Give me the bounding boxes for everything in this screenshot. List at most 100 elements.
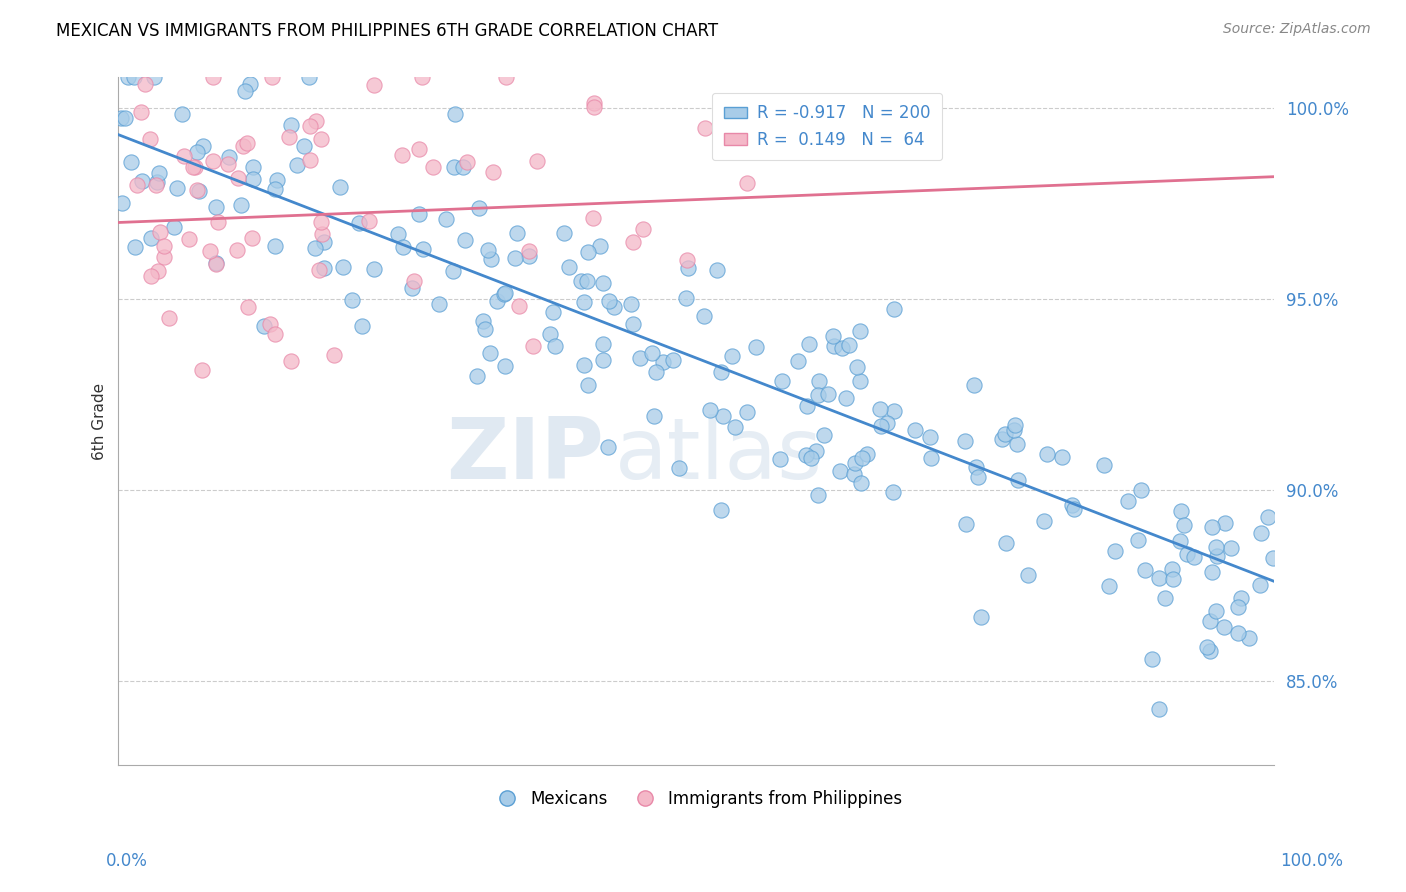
Point (806, 388, 828, 402)
Point (184, 160, 207, 174)
Point (582, 100, 605, 114)
Point (1060, 498, 1083, 512)
Point (363, 78, 385, 92)
Point (166, 181, 188, 195)
Point (134, 77, 156, 91)
Point (242, 160, 264, 174)
Text: ZIP: ZIP (446, 414, 603, 497)
Point (1092, 458, 1115, 472)
Point (693, 309, 716, 323)
Point (1219, 541, 1241, 556)
Point (401, 281, 423, 295)
Point (263, 326, 285, 341)
Point (1170, 504, 1192, 518)
Point (575, 274, 598, 288)
Point (451, 160, 474, 174)
Point (645, 365, 668, 379)
Point (1201, 565, 1223, 579)
Point (217, 156, 239, 170)
Point (482, 165, 505, 179)
Point (266, 173, 288, 187)
Point (505, 226, 527, 240)
Point (305, 113, 328, 128)
Point (543, 339, 565, 353)
Point (117, 70, 139, 85)
Point (191, 363, 214, 377)
Point (823, 339, 845, 353)
Point (882, 484, 904, 499)
Point (558, 260, 581, 274)
Point (148, 166, 170, 180)
Point (264, 182, 287, 196)
Point (479, 252, 502, 267)
Point (724, 419, 747, 434)
Point (1005, 437, 1028, 451)
Point (1175, 547, 1198, 561)
Point (851, 476, 873, 491)
Point (807, 488, 830, 502)
Point (122, 70, 145, 85)
Point (675, 291, 697, 305)
Point (228, 171, 250, 186)
Point (735, 405, 758, 419)
Point (541, 305, 564, 319)
Point (280, 118, 302, 132)
Point (962, 377, 984, 392)
Point (620, 297, 643, 311)
Point (1205, 604, 1227, 618)
Point (312, 260, 335, 275)
Point (1160, 562, 1182, 576)
Point (240, 231, 263, 245)
Point (1002, 423, 1025, 437)
Point (188, 185, 211, 199)
Point (363, 261, 385, 276)
Point (631, 222, 654, 236)
Text: 0.0%: 0.0% (105, 852, 148, 870)
Point (392, 240, 415, 254)
Point (869, 402, 891, 417)
Point (652, 355, 675, 369)
Point (444, 107, 467, 121)
Point (835, 391, 858, 405)
Point (710, 365, 733, 379)
Point (329, 180, 352, 194)
Point (143, 70, 166, 85)
Point (163, 220, 186, 235)
Point (553, 226, 575, 240)
Point (145, 178, 167, 192)
Point (1249, 578, 1271, 592)
Point (592, 337, 614, 351)
Point (131, 105, 153, 120)
Point (157, 311, 180, 326)
Point (349, 216, 371, 230)
Point (262, 70, 284, 85)
Point (207, 215, 229, 229)
Point (298, 119, 321, 133)
Point (350, 318, 373, 333)
Point (1250, 525, 1272, 540)
Point (205, 256, 228, 270)
Point (1128, 533, 1150, 547)
Point (280, 354, 302, 368)
Point (263, 238, 285, 252)
Point (538, 326, 561, 341)
Point (693, 120, 716, 135)
Point (474, 322, 496, 336)
Point (494, 359, 516, 373)
Point (1168, 534, 1191, 549)
Point (111, 195, 134, 210)
Point (233, 84, 256, 98)
Point (408, 207, 430, 221)
Point (1205, 540, 1227, 554)
Point (239, 77, 262, 91)
Point (1116, 494, 1139, 508)
Point (848, 375, 870, 389)
Point (436, 212, 458, 227)
Point (1017, 568, 1039, 582)
Point (1173, 517, 1195, 532)
Point (869, 419, 891, 434)
Point (592, 276, 614, 290)
Point (1205, 549, 1227, 564)
Point (1257, 510, 1279, 524)
Point (830, 464, 852, 478)
